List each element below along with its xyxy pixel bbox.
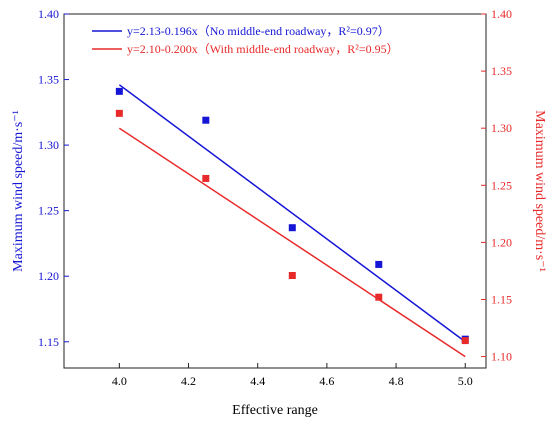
data-point-no-middle-end	[288, 224, 296, 232]
x-tick-label: 5.0	[458, 374, 473, 388]
data-point-with-middle-end	[115, 109, 123, 117]
right-y-tick-label: 1.40	[491, 7, 512, 21]
data-point-no-middle-end	[202, 116, 210, 124]
fit-lines	[118, 84, 466, 358]
x-tick-label: 4.6	[319, 374, 334, 388]
legend: y=2.13-0.196x（No middle-end roadway，R²=0…	[92, 24, 399, 56]
right-y-tick-label: 1.20	[491, 235, 512, 249]
right-y-tick-label: 1.15	[491, 292, 512, 306]
right-y-axis: 1.10 1.15 1.20 1.25 1.30 1.35 1.40	[481, 7, 512, 364]
x-tick-label: 4.8	[389, 374, 404, 388]
data-point-no-middle-end	[115, 87, 123, 95]
right-y-tick-label: 1.25	[491, 178, 512, 192]
left-y-tick-label: 1.40	[38, 7, 59, 21]
fit-line-no-middle-end	[118, 84, 466, 343]
left-y-axis-label: Maximum wind speed/m·s⁻¹	[11, 110, 26, 272]
data-point-with-middle-end	[288, 272, 296, 280]
x-tick-label: 4.0	[112, 374, 127, 388]
data-point-with-middle-end	[375, 293, 383, 301]
left-y-tick-label: 1.20	[38, 269, 59, 283]
x-axis: 4.0 4.2 4.4 4.6 4.8 5.0	[112, 363, 473, 388]
fit-line-with-middle-end	[118, 127, 466, 358]
left-y-tick-label: 1.15	[38, 335, 59, 349]
x-axis-label: Effective range	[232, 403, 318, 418]
left-y-tick-label: 1.35	[38, 73, 59, 87]
plot-area	[63, 13, 487, 369]
x-tick-label: 4.2	[181, 374, 196, 388]
data-point-with-middle-end	[202, 174, 210, 182]
legend-label-with-middle-end: y=2.10-0.200x（With middle-end roadway，R²…	[127, 42, 399, 56]
right-y-axis-label: Maximum wind speed/m·s⁻¹	[532, 110, 547, 272]
right-y-tick-label: 1.10	[491, 350, 512, 364]
data-point-with-middle-end	[461, 337, 469, 345]
right-y-tick-label: 1.30	[491, 121, 512, 135]
legend-label-no-middle-end: y=2.13-0.196x（No middle-end roadway，R²=0…	[127, 24, 390, 38]
data-point-no-middle-end	[375, 260, 383, 268]
data-points	[115, 87, 469, 345]
left-y-tick-label: 1.25	[38, 204, 59, 218]
right-y-tick-label: 1.35	[491, 64, 512, 78]
left-y-tick-label: 1.30	[38, 138, 59, 152]
x-tick-label: 4.4	[250, 374, 265, 388]
left-y-axis: 1.15 1.20 1.25 1.30 1.35 1.40	[38, 7, 69, 349]
